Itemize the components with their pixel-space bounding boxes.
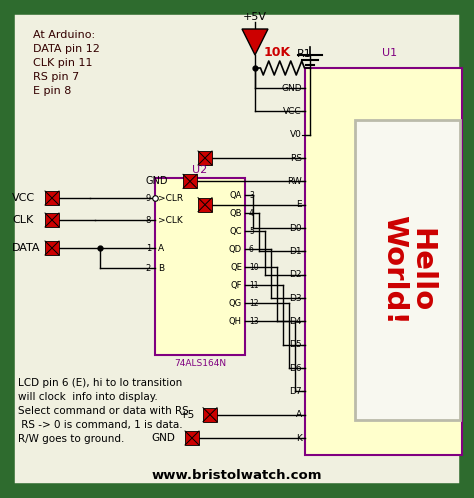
Text: A: A bbox=[296, 410, 302, 419]
Text: 12: 12 bbox=[249, 298, 258, 307]
Bar bbox=[355, 120, 460, 420]
Text: QB: QB bbox=[229, 209, 242, 218]
Bar bbox=[203, 408, 217, 422]
Bar bbox=[183, 174, 197, 188]
Text: D1: D1 bbox=[289, 247, 302, 256]
Text: 10: 10 bbox=[249, 262, 259, 271]
Text: 11: 11 bbox=[249, 280, 258, 289]
Text: GND: GND bbox=[146, 176, 168, 186]
Text: 10K: 10K bbox=[264, 46, 291, 59]
Text: D7: D7 bbox=[289, 387, 302, 396]
Bar bbox=[45, 241, 59, 255]
Text: >CLK: >CLK bbox=[158, 216, 183, 225]
Text: D6: D6 bbox=[289, 364, 302, 373]
Text: E: E bbox=[296, 200, 302, 209]
Text: DATA: DATA bbox=[12, 243, 40, 253]
Text: RW: RW bbox=[287, 177, 302, 186]
Bar bbox=[45, 191, 59, 205]
Text: 5: 5 bbox=[249, 227, 254, 236]
Text: www.bristolwatch.com: www.bristolwatch.com bbox=[152, 469, 322, 482]
Polygon shape bbox=[242, 29, 268, 55]
Text: D0: D0 bbox=[289, 224, 302, 233]
Text: 9: 9 bbox=[146, 194, 151, 203]
Text: 13: 13 bbox=[249, 317, 259, 326]
Text: QF: QF bbox=[230, 280, 242, 289]
Text: GND: GND bbox=[282, 84, 302, 93]
Text: +5: +5 bbox=[180, 410, 195, 420]
Text: B: B bbox=[158, 263, 164, 272]
Text: 3: 3 bbox=[249, 191, 254, 200]
Text: GND: GND bbox=[151, 433, 175, 443]
Bar bbox=[198, 151, 212, 165]
Text: QD: QD bbox=[229, 245, 242, 253]
Text: A: A bbox=[158, 244, 164, 252]
Text: >CLR: >CLR bbox=[158, 194, 183, 203]
Text: 74ALS164N: 74ALS164N bbox=[174, 359, 226, 368]
Text: D3: D3 bbox=[289, 293, 302, 302]
Text: QG: QG bbox=[229, 298, 242, 307]
Bar bbox=[45, 213, 59, 227]
Text: R1: R1 bbox=[297, 49, 312, 59]
Text: Hello
World!: Hello World! bbox=[380, 215, 435, 325]
Bar bbox=[185, 431, 199, 445]
Text: 1: 1 bbox=[146, 244, 151, 252]
Text: At Arduino:
DATA pin 12
CLK pin 11
RS pin 7
E pin 8: At Arduino: DATA pin 12 CLK pin 11 RS pi… bbox=[33, 30, 100, 96]
Text: VCC: VCC bbox=[283, 107, 302, 116]
Text: 4: 4 bbox=[249, 209, 254, 218]
Text: CLK: CLK bbox=[12, 215, 33, 225]
Text: LCD pin 6 (E), hi to lo transition
will clock  info into display.
Select command: LCD pin 6 (E), hi to lo transition will … bbox=[18, 378, 192, 444]
Text: 2: 2 bbox=[146, 263, 151, 272]
Text: VCC: VCC bbox=[12, 193, 35, 203]
Text: QA: QA bbox=[229, 191, 242, 200]
Text: RS: RS bbox=[290, 153, 302, 162]
Text: K: K bbox=[296, 433, 302, 443]
Bar bbox=[305, 68, 462, 455]
Bar bbox=[155, 178, 245, 355]
Text: 8: 8 bbox=[146, 216, 151, 225]
Text: U2: U2 bbox=[192, 165, 208, 175]
Text: QH: QH bbox=[229, 317, 242, 326]
Text: D5: D5 bbox=[289, 340, 302, 349]
Bar bbox=[198, 198, 212, 212]
Text: D2: D2 bbox=[290, 270, 302, 279]
Text: D4: D4 bbox=[290, 317, 302, 326]
Text: V0: V0 bbox=[290, 130, 302, 139]
Text: U1: U1 bbox=[383, 48, 398, 58]
Text: QC: QC bbox=[229, 227, 242, 236]
Text: 6: 6 bbox=[249, 245, 254, 253]
Text: QE: QE bbox=[230, 262, 242, 271]
Text: +5V: +5V bbox=[243, 12, 267, 22]
